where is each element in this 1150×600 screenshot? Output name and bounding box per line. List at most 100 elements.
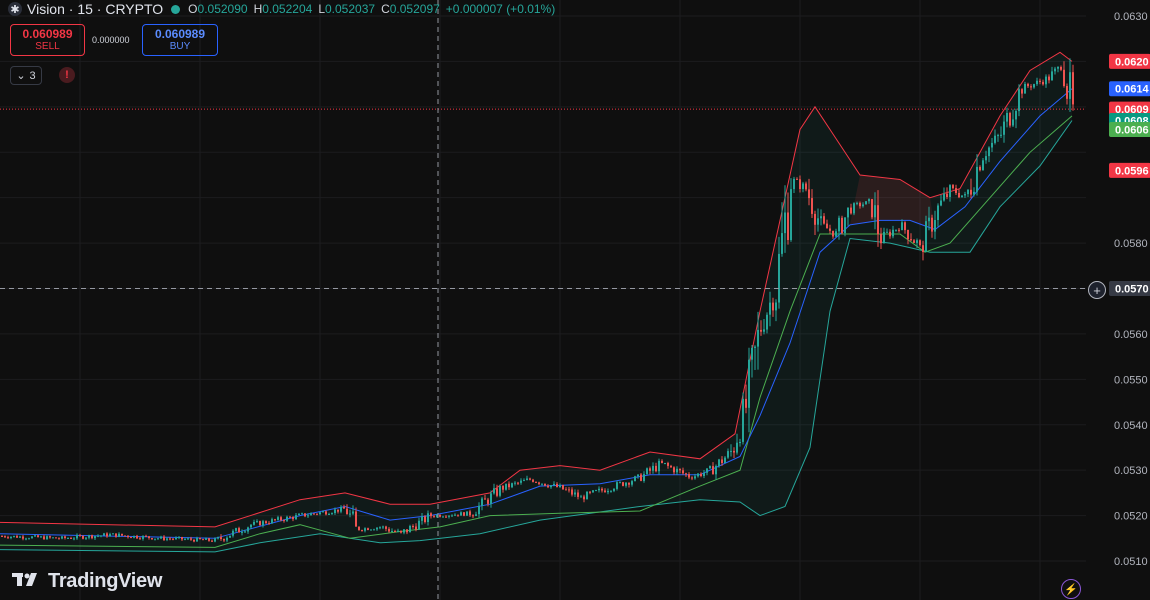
- candle-body: [382, 526, 384, 528]
- indicators-toggle-button[interactable]: ⌄ 3: [10, 66, 42, 85]
- candle-body: [58, 538, 60, 540]
- candle-body: [541, 483, 543, 485]
- price-marker-label: 0.0596: [1115, 165, 1149, 177]
- band-fill: [0, 52, 1072, 552]
- candle-body: [403, 529, 405, 533]
- candle-body: [247, 527, 249, 532]
- band-lower-line: [0, 115, 1073, 548]
- candle-body: [781, 233, 783, 254]
- candle-body: [1030, 86, 1032, 88]
- candle-body: [511, 483, 513, 488]
- candle-body: [829, 228, 831, 231]
- candle-body: [109, 534, 111, 537]
- candle-body: [118, 533, 120, 537]
- price-tick-label: 0.0520: [1114, 511, 1148, 523]
- candle-body: [430, 513, 432, 517]
- candle-body: [394, 531, 396, 532]
- candle-body: [607, 490, 609, 493]
- candle-body: [514, 482, 516, 484]
- add-plus-icon[interactable]: +: [1088, 281, 1106, 299]
- candle-body: [46, 536, 48, 540]
- candle-body: [157, 538, 159, 540]
- candle-body: [328, 514, 330, 515]
- candle-body: [223, 539, 225, 541]
- candle-body: [364, 528, 366, 531]
- symbol-legend: ✱ Vision · 15 · CRYPTO O 0.052090 H 0.0522…: [8, 0, 561, 18]
- candle-body: [919, 240, 921, 246]
- candle-body: [370, 529, 372, 531]
- candle-body: [202, 539, 204, 541]
- candle-body: [697, 473, 699, 477]
- candle-body: [736, 442, 738, 453]
- candle-body: [808, 189, 810, 199]
- candle-body: [355, 511, 357, 527]
- candle-body: [856, 202, 858, 204]
- candle-body: [1027, 83, 1029, 87]
- sell-label: SELL: [35, 41, 60, 52]
- warning-icon[interactable]: !: [59, 67, 75, 83]
- candle-body: [52, 537, 54, 539]
- candle-body: [64, 536, 66, 538]
- candle-body: [4, 536, 6, 538]
- candle-body: [772, 302, 774, 311]
- candle-body: [886, 231, 888, 233]
- candle-body: [679, 468, 681, 471]
- candle-body: [949, 185, 951, 197]
- candle-body: [943, 193, 945, 201]
- buy-button[interactable]: 0.060989 BUY: [142, 24, 218, 56]
- candle-body: [253, 522, 255, 525]
- candle-body: [1, 536, 3, 537]
- candle-body: [961, 195, 963, 198]
- price-axis[interactable]: 0.0630 0.0580 0.0560 0.0550 0.0540 0.0530 0.05…: [1086, 0, 1150, 600]
- candle-body: [1000, 134, 1002, 136]
- candle-body: [337, 509, 339, 512]
- candle-body: [235, 528, 237, 531]
- candle-body: [556, 483, 558, 488]
- candle-body: [43, 536, 45, 540]
- candle-body: [121, 533, 123, 536]
- candle-body: [415, 526, 417, 530]
- candle-body: [910, 239, 912, 241]
- candle-body: [643, 474, 645, 481]
- candle-body: [463, 512, 465, 516]
- lightning-icon[interactable]: ⚡: [1061, 579, 1081, 599]
- candle-body: [286, 516, 288, 521]
- band-upper-line: [0, 51, 1073, 528]
- sell-button[interactable]: 0.060989 SELL: [10, 24, 85, 56]
- candle-body: [13, 535, 15, 537]
- candle-body: [646, 468, 648, 475]
- chart-grid: [0, 0, 1086, 600]
- candle-body: [226, 537, 228, 541]
- buy-price: 0.060989: [154, 27, 206, 41]
- candle-body: [73, 538, 75, 540]
- candle-body: [340, 506, 342, 512]
- candle-body: [1051, 71, 1053, 81]
- market-status-dot[interactable]: [171, 4, 181, 14]
- candle-body: [28, 538, 30, 540]
- candle-body: [331, 513, 333, 515]
- candle-body: [865, 201, 867, 205]
- candle-body: [133, 535, 135, 538]
- candle-body: [1033, 84, 1035, 88]
- candle-body: [550, 485, 552, 488]
- candle-body: [733, 450, 735, 453]
- tradingview-logo[interactable]: TradingView: [12, 570, 162, 593]
- candle-body: [436, 514, 438, 517]
- candle-body: [889, 231, 891, 237]
- candle-body: [1039, 80, 1041, 82]
- candle-body: [730, 450, 732, 452]
- candle-body: [982, 160, 984, 171]
- candle-body: [880, 234, 882, 244]
- candle-body: [955, 188, 957, 193]
- candle-body: [934, 220, 936, 232]
- candle-body: [619, 482, 621, 484]
- symbol-title[interactable]: Vision · 15 · CRYPTO: [27, 1, 164, 17]
- candle-body: [616, 482, 618, 489]
- candle-body: [34, 535, 36, 537]
- candle-body: [1042, 81, 1044, 85]
- candle-body: [793, 178, 795, 190]
- price-marker-box: [1109, 122, 1150, 137]
- candle-body: [274, 519, 276, 521]
- candle-body: [529, 478, 531, 480]
